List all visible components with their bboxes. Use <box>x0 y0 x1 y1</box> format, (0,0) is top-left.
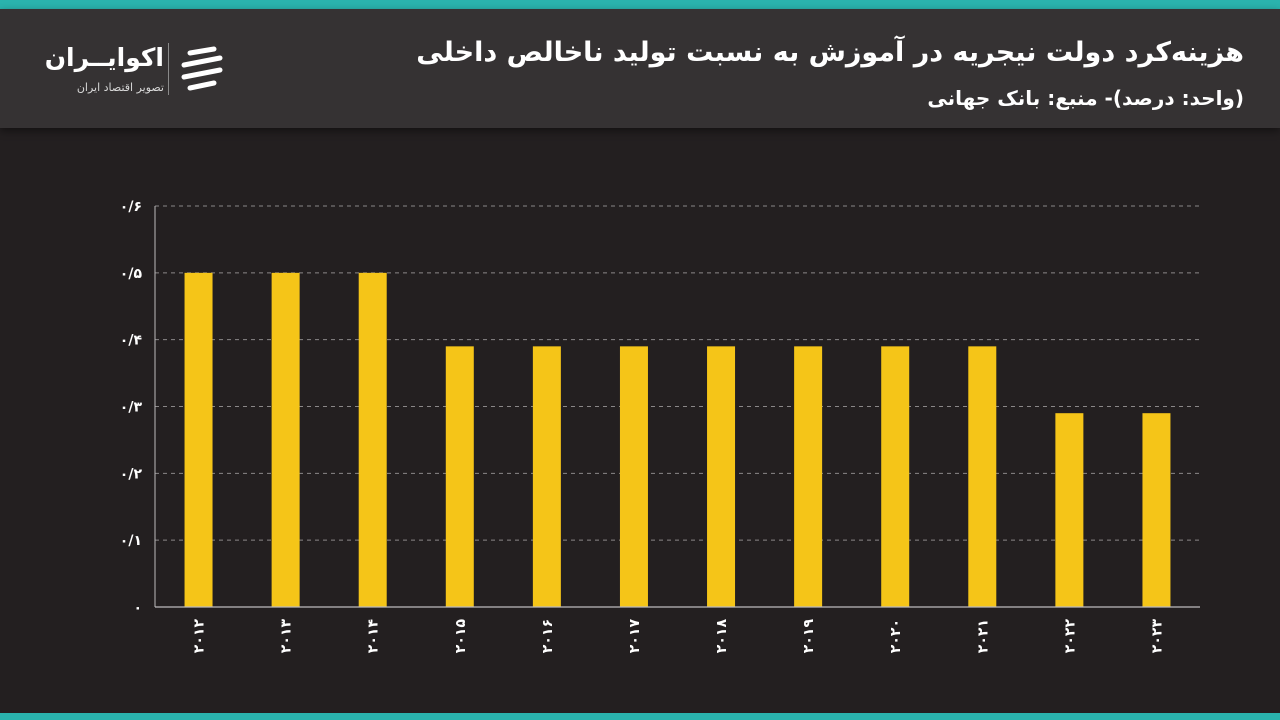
bar-chart: ۰ ۰/۱ ۰/۲ ۰/۳ ۰/۴ ۰/۵ ۰/۶ ۲۰۱۲ ۲۰۱۳ ۲۰۱۴ ۲۰۱۵ ۲۰۱۶… <box>120 199 1200 654</box>
x-tick-label: ۲۰۲۲ <box>1062 619 1078 654</box>
x-tick-label: ۲۰۲۱ <box>975 619 991 653</box>
x-tick-label: ۲۰۱۵ <box>453 619 469 654</box>
chart-subtitle: (واحد: درصد)- منبع: بانک جهانی <box>927 86 1244 110</box>
x-tick-label: ۲۰۱۸ <box>714 619 730 654</box>
y-tick-label: ۰ <box>133 600 142 616</box>
chart-title: هزینه‌کرد دولت نیجریه در آموزش به نسبت ت… <box>416 37 1244 68</box>
bar <box>794 346 823 607</box>
logo-mark-icon <box>181 46 223 91</box>
bar <box>445 346 474 607</box>
bar <box>184 272 213 607</box>
x-tick-label: ۲۰۱۹ <box>801 619 817 654</box>
x-tick-label: ۲۰۲۳ <box>1149 619 1165 654</box>
bar <box>619 346 648 607</box>
y-tick-label: ۰/۳ <box>120 400 143 416</box>
gridlines <box>155 205 1200 541</box>
x-tick-label: ۲۰۱۶ <box>540 619 556 653</box>
bar <box>968 346 997 607</box>
bar <box>271 272 300 607</box>
logo-divider <box>168 43 169 95</box>
logo-tagline: تصویر اقتصاد ایران <box>76 81 164 94</box>
x-tick-label: ۲۰۱۷ <box>627 619 643 654</box>
x-tick-label: ۲۰۱۴ <box>366 619 382 654</box>
bars <box>184 272 1171 607</box>
x-tick-labels: ۲۰۱۲ ۲۰۱۳ ۲۰۱۴ ۲۰۱۵ ۲۰۱۶ ۲۰۱۷ ۲۰۱۸ ۲۰۱۹ ۲۰۲۰ ۲۰۲۱… <box>192 619 1166 654</box>
axes <box>154 206 1200 608</box>
bottom-accent-stripe <box>0 713 1280 720</box>
bar <box>358 272 387 607</box>
y-tick-label: ۰/۴ <box>120 333 143 349</box>
bar <box>881 346 910 607</box>
bar <box>1055 413 1084 607</box>
y-tick-label: ۰/۵ <box>120 266 143 282</box>
logo-name: اکوایــران <box>44 43 164 72</box>
bar <box>707 346 736 607</box>
y-tick-label: ۰/۲ <box>120 466 143 482</box>
bar <box>532 346 561 607</box>
top-accent-stripe <box>0 0 1280 9</box>
y-tick-labels: ۰ ۰/۱ ۰/۲ ۰/۳ ۰/۴ ۰/۵ ۰/۶ <box>120 199 143 616</box>
x-tick-label: ۲۰۱۲ <box>192 619 208 654</box>
chart-header: هزینه‌کرد دولت نیجریه در آموزش به نسبت ت… <box>0 9 1280 128</box>
x-tick-label: ۲۰۲۰ <box>888 619 904 653</box>
bar <box>1142 413 1171 607</box>
y-tick-label: ۰/۱ <box>120 533 142 549</box>
y-tick-label: ۰/۶ <box>120 199 142 215</box>
brand-logo: اکوایــران تصویر اقتصاد ایران <box>44 39 234 109</box>
x-tick-label: ۲۰۱۳ <box>279 619 295 654</box>
